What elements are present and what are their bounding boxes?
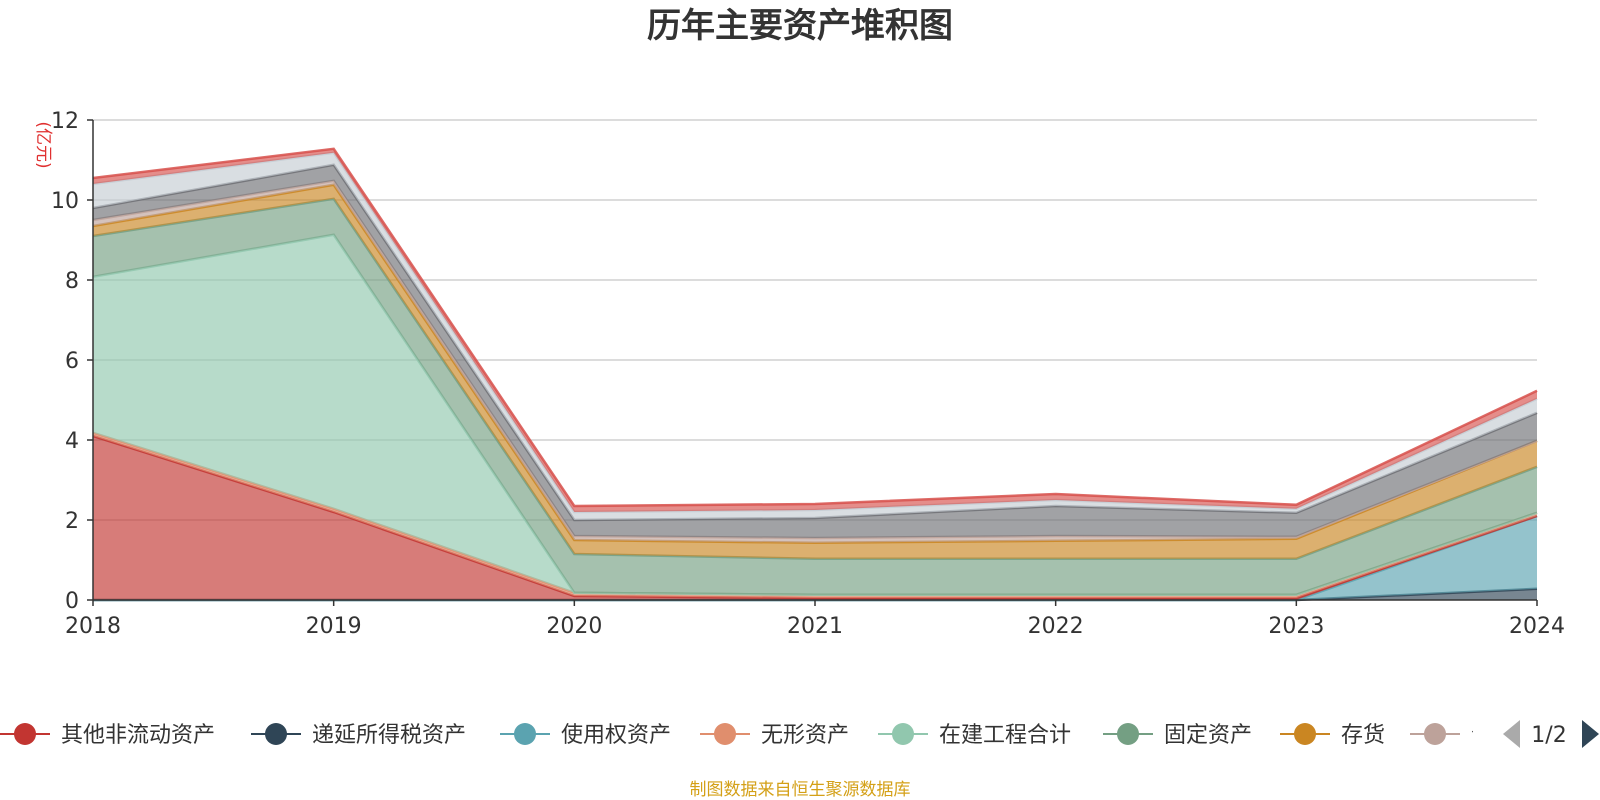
x-tick-label: 2023: [1268, 614, 1324, 639]
y-tick-label: 10: [51, 189, 79, 214]
x-tick-label: 2024: [1509, 614, 1565, 639]
y-tick-label: 6: [65, 349, 79, 374]
y-tick-label: 0: [65, 589, 79, 614]
legend-marker-icon: [1117, 723, 1139, 745]
legend-marker-icon: [265, 723, 287, 745]
area-line-10: [92, 147, 1538, 508]
legend-pager: 1/2: [1503, 720, 1599, 748]
data-source-note: 制图数据来自恒生聚源数据库: [690, 780, 911, 800]
x-tick-label: 2022: [1028, 614, 1084, 639]
x-tick-label: 2020: [546, 614, 602, 639]
legend-label: 固定资产: [1164, 723, 1252, 748]
legend-label: 存货: [1341, 723, 1385, 748]
legend-label: 在建工程合计: [939, 723, 1071, 748]
legend-item[interactable]: 合同资产: [1410, 723, 1559, 748]
legend-marker-icon: [514, 723, 536, 745]
axes: 0 2 4 6 8 10 12 2018 2019 2020 2021 2022 2023 2024: [51, 109, 1565, 639]
legend-item[interactable]: 无形资产: [700, 723, 849, 748]
legend-label: 其他非流动资产: [61, 723, 215, 748]
area-series-4: [93, 234, 1537, 595]
x-tick-label: 2021: [787, 614, 843, 639]
legend-marker-icon: [1424, 723, 1446, 745]
y-axis-unit: (亿元): [33, 121, 53, 168]
legend-marker-icon: [1294, 723, 1316, 745]
legend-item[interactable]: 使用权资产: [500, 723, 671, 748]
legend-next-icon[interactable]: [1582, 720, 1599, 748]
legend-marker-icon: [14, 723, 36, 745]
area-series-1: [93, 516, 1537, 600]
area-series-0: [93, 588, 1537, 600]
chart-title: 历年主要资产堆积图: [647, 6, 953, 46]
y-tick-label: 8: [65, 269, 79, 294]
y-tick-label: 4: [65, 429, 79, 454]
y-tick-label: 12: [51, 109, 79, 134]
legend-items: 其他非流动资产 递延所得税资产 使用权资产 无形资产 在建工程合计 固定资产 存货 合同资产: [0, 723, 1559, 748]
legend: 其他非流动资产 递延所得税资产 使用权资产 无形资产 在建工程合计 固定资产 存货 合同资产: [0, 723, 1559, 748]
legend-marker-icon: [892, 723, 914, 745]
y-tick-label: 2: [65, 509, 79, 534]
area-series-5: [93, 198, 1537, 595]
legend-item[interactable]: 存货: [1280, 723, 1385, 748]
legend-marker-icon: [714, 723, 736, 745]
legend-item[interactable]: 递延所得税资产: [251, 723, 466, 748]
area-series-2: [93, 436, 1537, 600]
legend-page-indicator: 1/2: [1531, 723, 1566, 748]
x-tick-label: 2018: [65, 614, 121, 639]
legend-label: 合同资产: [1471, 723, 1559, 748]
legend-item[interactable]: 固定资产: [1103, 723, 1252, 748]
legend-label: 递延所得税资产: [312, 723, 466, 748]
legend-label: 使用权资产: [561, 723, 671, 748]
legend-item[interactable]: 其他非流动资产: [0, 723, 215, 748]
area-series: [92, 147, 1538, 602]
legend-prev-icon[interactable]: [1503, 720, 1520, 748]
area-series-6: [93, 184, 1537, 559]
x-tick-label: 2019: [306, 614, 362, 639]
legend-item[interactable]: 在建工程合计: [878, 723, 1071, 748]
legend-label: 无形资产: [761, 723, 849, 748]
